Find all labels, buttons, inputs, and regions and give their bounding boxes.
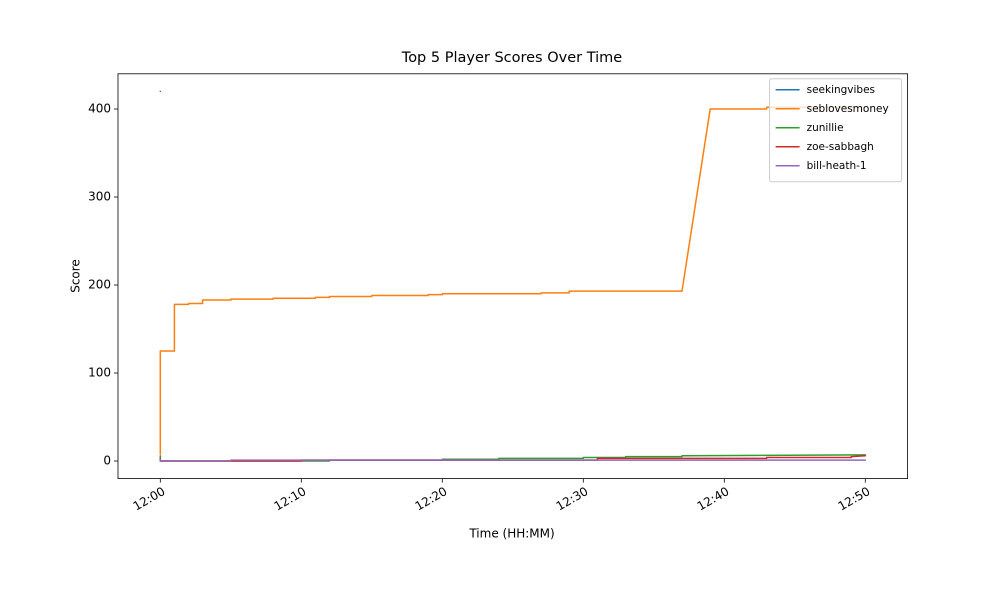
x-tick-label: 12:20 bbox=[413, 484, 450, 513]
y-tick-label: 0 bbox=[103, 454, 111, 468]
plot-frame bbox=[117, 73, 908, 479]
y-axis-label: Score bbox=[69, 259, 83, 293]
x-axis-label: Time (HH:MM) bbox=[468, 527, 554, 541]
series-line bbox=[159, 458, 867, 462]
legend-label: seblovesmoney bbox=[807, 103, 889, 115]
legend-label: zunillie bbox=[807, 122, 844, 134]
legend-box bbox=[769, 78, 903, 183]
series-line bbox=[159, 454, 867, 462]
y-tick-label: 200 bbox=[88, 278, 111, 292]
x-tick-label: 12:10 bbox=[272, 484, 309, 513]
y-tick-label: 100 bbox=[88, 366, 111, 380]
series-line bbox=[159, 106, 867, 455]
legend-label: bill-heath-1 bbox=[807, 160, 867, 172]
chart-title: Top 5 Player Scores Over Time bbox=[401, 50, 622, 66]
y-tick-label: 300 bbox=[88, 190, 111, 204]
legend-label: seekingvibes bbox=[807, 84, 875, 96]
legend-label: zoe-sabbagh bbox=[807, 141, 874, 153]
x-tick-label: 12:00 bbox=[131, 484, 168, 513]
y-tick-label: 400 bbox=[88, 102, 111, 116]
x-tick-label: 12:50 bbox=[836, 484, 873, 513]
x-tick-label: 12:40 bbox=[695, 484, 732, 513]
x-tick-label: 12:30 bbox=[554, 484, 591, 513]
